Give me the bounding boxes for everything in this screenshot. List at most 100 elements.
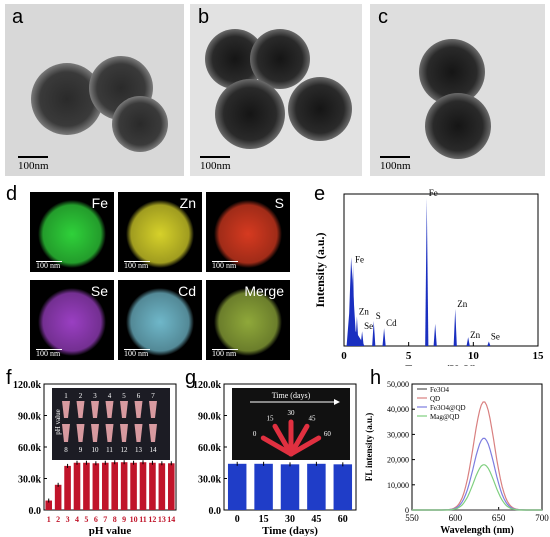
inset-tube-number: 9 [79, 446, 83, 454]
map-se: Se 100 nm [30, 280, 114, 360]
legend-label: Fe3O4 [430, 386, 450, 394]
x-tick-label: 0 [235, 514, 240, 525]
bar [167, 463, 175, 510]
map-blob [126, 200, 194, 268]
y-tick-label: 10,000 [387, 481, 409, 490]
series-line [412, 464, 542, 511]
panel-letter-g: g [185, 367, 197, 389]
bar [92, 463, 100, 510]
bar [83, 462, 90, 510]
x-tick-label: 650 [492, 513, 506, 523]
map-scale-label: 100 nm [212, 349, 237, 358]
bar [54, 484, 62, 510]
inset-fan-label: 30 [288, 409, 296, 417]
map-merge: Merge 100 nm [206, 280, 290, 360]
y-tick-label: 30.0k [198, 475, 222, 486]
y-tick-label: 90.0k [198, 412, 222, 423]
x-tick-label: 14 [167, 515, 175, 524]
map-scale-label: 100 nm [36, 261, 61, 270]
inset-tube [91, 424, 99, 442]
map-blob [38, 200, 106, 268]
y-tick-label: 30.0k [18, 475, 42, 486]
x-tick-label: 45 [311, 514, 321, 525]
inset-tube-number: 8 [64, 446, 68, 454]
time-bar-chart: 0.0 30.0k 60.0k 90.0k 120.0k 0 15 30 45 60 Time (d… [193, 380, 357, 536]
inset-tube [288, 435, 322, 457]
y-tick-label: 40,000 [387, 405, 409, 414]
bar [111, 462, 119, 510]
x-tick-label: 10 [468, 350, 480, 362]
peak-label: Se [364, 321, 373, 331]
map-blob [214, 200, 282, 268]
inset-tube-number: 10 [92, 446, 100, 454]
map-scale-bar [36, 261, 62, 262]
y-tick-label: 50,000 [387, 380, 409, 389]
map-scale-bar [124, 261, 150, 262]
bar [64, 465, 71, 510]
tem-image-c [370, 4, 545, 176]
spectrum-peak [453, 309, 457, 346]
inset-tube [149, 401, 157, 418]
y-tick-label: 120.0k [13, 380, 42, 391]
panel-letter-d: d [6, 183, 18, 205]
spectrum-peak [466, 340, 470, 346]
inset-tube [62, 401, 70, 418]
y-tick-label: 60.0k [18, 443, 42, 454]
x-axis-label: Wavelength (nm) [440, 525, 514, 536]
peak-label: Zn [470, 330, 480, 340]
map-label: Cd [178, 283, 196, 299]
x-axis-label: Energy (KeV) [405, 362, 477, 366]
inset-tube-number: 7 [151, 392, 155, 400]
map-fe: Fe 100 nm [30, 192, 114, 272]
y-tick-label: 0.0 [29, 506, 42, 517]
legend-label: Mag@QD [430, 413, 459, 421]
x-tick-label: 5 [406, 350, 412, 362]
scale-bar-b [200, 156, 230, 158]
peak-label: Fe [355, 255, 364, 265]
inset-arrow-head [334, 399, 340, 405]
scale-bar-a [18, 156, 48, 158]
y-axis-label: Intensity (a.u.) [313, 232, 327, 307]
x-tick-label: 3 [66, 515, 70, 524]
map-scale-label: 100 nm [212, 261, 237, 270]
peak-label: S [376, 311, 381, 321]
panel-letter-h: h [370, 367, 382, 389]
inset-tube [134, 401, 143, 418]
fl-spectrum-chart: 0 10,000 20,000 30,000 40,000 50,000 550 600 650… [364, 380, 549, 536]
x-tick-label: 5 [84, 515, 88, 524]
x-tick-label: 600 [449, 513, 463, 523]
panel-letter-e: e [314, 183, 326, 205]
bar [254, 463, 273, 510]
map-label: Se [90, 283, 108, 299]
map-scale-label: 100 nm [124, 349, 149, 358]
x-tick-label: 6 [94, 515, 98, 524]
map-scale-bar [124, 349, 150, 350]
bar [130, 462, 137, 510]
eds-spectrum-chart: 0 5 10 15 Energy (KeV) Intensity (a.u.) Fe Zn Se… [313, 188, 544, 366]
spectrum-peak [382, 328, 386, 346]
x-tick-label: 4 [75, 515, 79, 524]
inset-tube [91, 401, 99, 418]
inset-fan-label: 15 [267, 415, 275, 423]
inset-tube [134, 424, 143, 442]
map-cd: Cd 100 nm [118, 280, 202, 360]
inset-tube-number: 12 [121, 446, 129, 454]
scale-bar-c [380, 156, 410, 158]
inset-tube-number: 3 [93, 392, 97, 400]
inset-tube [105, 401, 114, 418]
bar [45, 500, 53, 510]
x-tick-label: 9 [122, 515, 126, 524]
inset-tube-number: 2 [79, 392, 83, 400]
map-label: Fe [91, 195, 108, 211]
x-tick-label: 30 [285, 514, 295, 525]
map-scale-label: 100 nm [36, 349, 61, 358]
inset-tube-number: 14 [150, 446, 158, 454]
scale-label-a: 100nm [18, 160, 49, 172]
tem-image-b [190, 4, 362, 176]
tem-image-a [5, 4, 184, 176]
x-tick-label: 11 [139, 515, 147, 524]
bar [333, 464, 353, 510]
peak-label: Fe [429, 188, 438, 198]
scale-label-b: 100nm [200, 160, 231, 172]
